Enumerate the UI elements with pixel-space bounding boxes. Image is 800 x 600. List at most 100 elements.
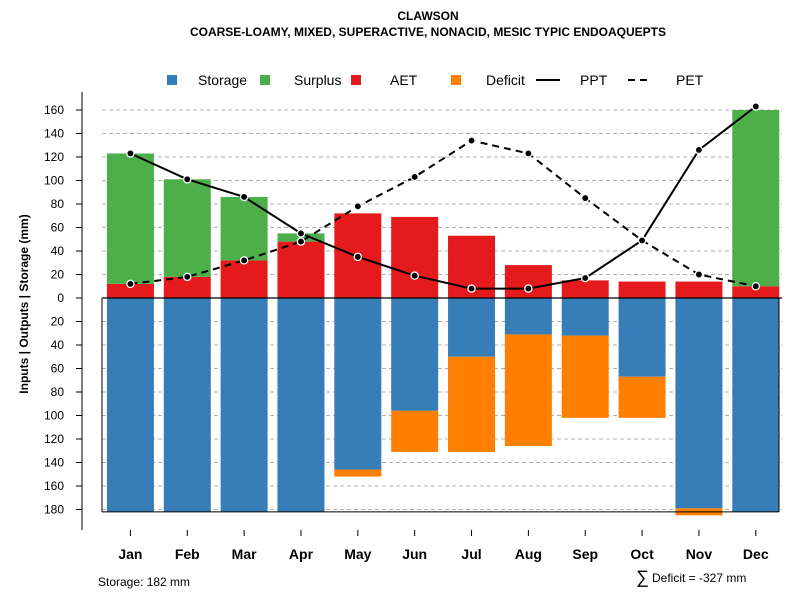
y-tick-label: 80 [51,197,65,211]
ppt-point [296,229,306,238]
deficit-bar [448,356,496,452]
month-label: Jan [118,546,142,562]
ppt-line [130,105,757,290]
storage-bar [618,298,666,377]
pet-point [353,202,363,211]
y-tick-label: 40 [51,338,65,352]
month-label: Jul [461,546,481,562]
storage-bar [163,298,211,512]
month-label: Jun [402,546,427,562]
aet-bar [618,281,666,298]
lines [126,102,761,293]
aet-bar [561,280,609,298]
pet-point [694,270,704,279]
y-tick-label: 20 [51,268,65,282]
pet-point [467,136,476,145]
deficit-legend-label: Deficit [486,72,525,88]
legend: Storage Surplus AET Deficit PPT PET [167,72,704,88]
ppt-point [467,284,476,293]
aet-bar [277,241,325,298]
deficit-bar [561,335,609,418]
month-label: Mar [232,546,257,562]
bars [101,110,782,516]
pet-point [524,149,533,158]
y-tick-label: 60 [51,221,65,235]
pet-point [239,256,249,265]
gridlines [102,109,782,510]
aet-legend-label: AET [390,72,418,88]
month-label: Oct [630,546,654,562]
y-tick-label: 60 [51,362,65,376]
y-tick-label: 100 [44,174,64,188]
deficit-note: Deficit = -327 mm [652,571,746,585]
ppt-point [694,145,704,155]
y-axis-label: Inputs | Outputs | Storage (mm) [17,214,31,393]
aet-bar [391,216,439,298]
month-label: Nov [686,546,713,562]
y-tick-label: 0 [57,291,64,305]
pet-point [410,172,419,182]
ppt-point [239,192,249,202]
storage-bar [504,298,552,335]
aet-legend-swatch [351,75,361,85]
storage-bar [391,298,439,411]
month-label: Sep [572,546,598,562]
axes: 160 140 120 100 80 60 40 20 0 20 40 60 80 100 120 140 16… [44,92,769,562]
month-label: Dec [743,546,769,562]
month-label: Feb [175,546,200,562]
storage-bar [732,298,780,512]
pet-point [296,237,306,246]
ppt-point [524,284,533,293]
pet-point [580,193,590,203]
aet-bar [163,276,211,298]
aet-bar [220,260,268,298]
pet-legend-label: PET [676,72,704,88]
y-tick-label: 120 [44,432,64,446]
y-tick-label: 40 [51,244,65,258]
storage-note: Storage: 182 mm [98,575,190,589]
pet-point [126,279,135,289]
y-tick-label: 180 [44,503,64,517]
aet-bar [106,283,154,298]
deficit-bar [391,410,439,452]
storage-bar [675,298,723,509]
ppt-point [580,273,590,283]
surplus-legend-swatch [260,75,270,85]
month-label: May [344,546,371,562]
storage-bar [561,298,609,336]
pet-point [183,272,192,282]
aet-bar [504,265,552,298]
storage-bar [448,298,496,357]
ppt-point [353,252,363,262]
storage-bar [277,298,325,512]
aet-bar [675,281,723,298]
y-tick-label: 160 [44,479,64,493]
aet-bar [732,286,780,298]
surplus-bar [106,153,154,284]
y-tick-label: 140 [44,456,64,470]
deficit-bar [334,469,382,477]
y-tick-label: 120 [44,150,64,164]
y-tick-label: 20 [51,315,65,329]
pet-point [751,281,761,291]
y-tick-label: 100 [44,409,64,423]
ppt-point [126,149,135,158]
storage-bar [334,298,382,470]
surplus-bar [163,179,211,277]
ppt-point [183,175,192,184]
ppt-point [410,271,419,280]
y-tick-label: 160 [44,103,64,117]
chart-subtitle: COARSE-LOAMY, MIXED, SUPERACTIVE, NONACI… [190,25,666,39]
month-label: Aug [515,546,542,562]
sum-symbol: ∑ [636,567,649,587]
storage-legend-label: Storage [198,72,247,88]
ppt-point [637,236,647,245]
deficit-bar [618,376,666,418]
storage-legend-swatch [167,75,177,85]
y-tick-label: 80 [51,385,65,399]
storage-bar [106,298,154,512]
deficit-legend-swatch [451,75,461,85]
surplus-bar [732,110,780,287]
ppt-legend-label: PPT [580,72,608,88]
